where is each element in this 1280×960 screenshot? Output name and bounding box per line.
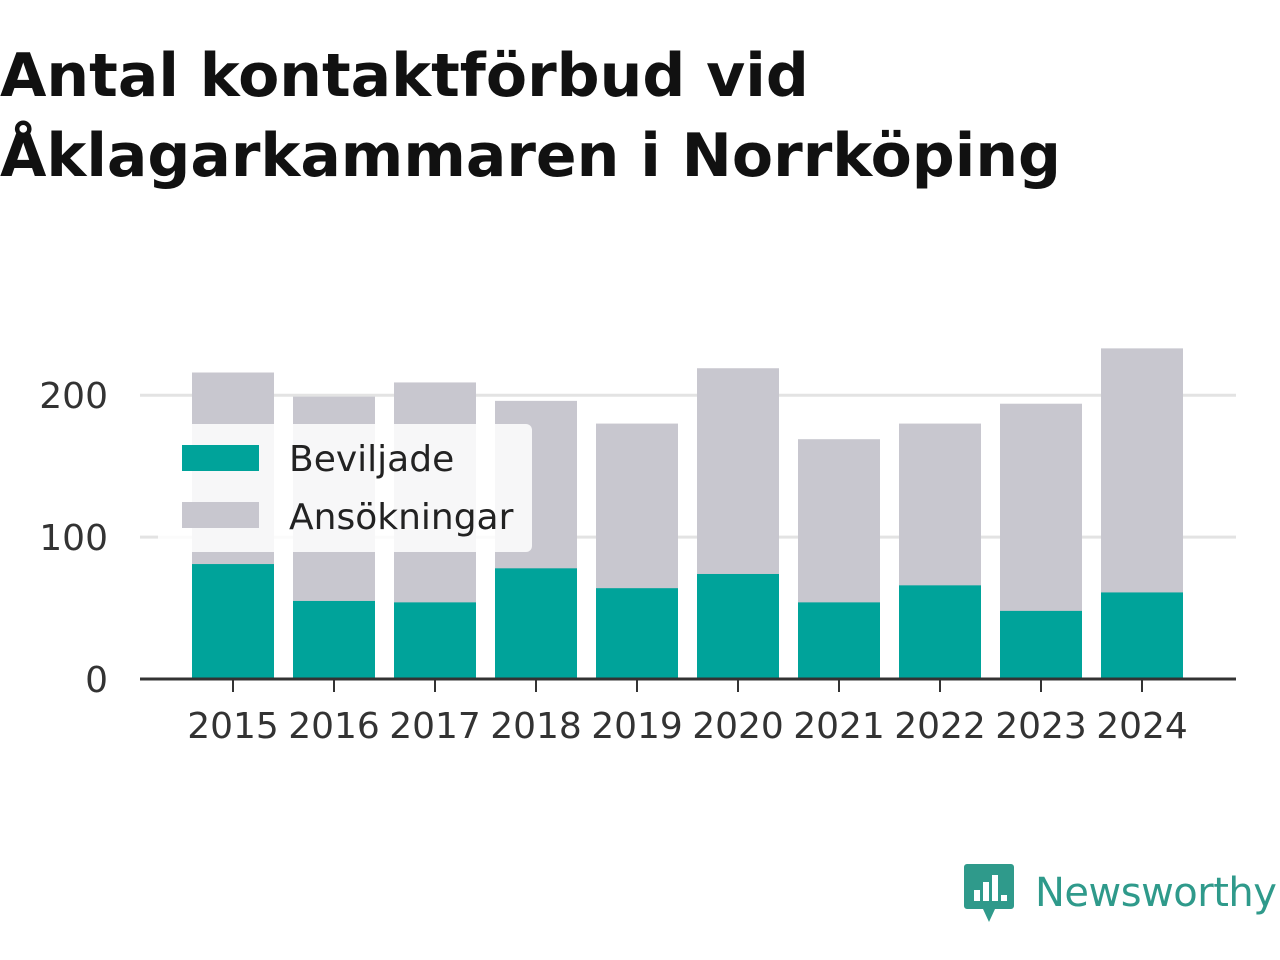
bar-beviljade-2016 [293, 600, 375, 679]
legend-label-beviljade: Beviljade [289, 439, 454, 480]
bar-beviljade-2023 [1000, 610, 1082, 679]
legend-swatch-ansokningar [182, 502, 259, 528]
beviljade-bars [192, 564, 1183, 679]
legend-label-ansokningar: Ansökningar [289, 497, 514, 538]
x-axis: 2015 2016 2017 2018 2019 2020 2021 2022 2023 2024 [140, 677, 1236, 747]
x-tick-label-2021: 2021 [793, 706, 885, 747]
x-tick-label-2022: 2022 [894, 706, 986, 747]
x-tick-label-2023: 2023 [995, 706, 1087, 747]
y-tick-label: 0 [85, 660, 108, 701]
bar-beviljade-2018 [495, 568, 577, 679]
legend: Beviljade Ansökningar [158, 424, 532, 552]
x-tick-label-2017: 2017 [389, 706, 481, 747]
x-tick-label-2019: 2019 [591, 706, 683, 747]
newsworthy-logo-icon [964, 864, 1014, 922]
chart-title: Antal kontaktförbud vid Åklagarkammaren … [0, 41, 1061, 191]
legend-swatch-beviljade [182, 445, 259, 471]
bar-beviljade-2022 [899, 585, 981, 679]
x-tick-label-2015: 2015 [187, 706, 279, 747]
bar-beviljade-2015 [192, 564, 274, 679]
x-tick-label-2024: 2024 [1096, 706, 1188, 747]
bar-beviljade-2021 [798, 602, 880, 679]
x-tick-label-2016: 2016 [288, 706, 380, 747]
x-tick-label-2020: 2020 [692, 706, 784, 747]
bar-beviljade-2017 [394, 602, 476, 679]
bar-beviljade-2020 [697, 573, 779, 679]
y-tick-label: 200 [39, 376, 108, 417]
bar-beviljade-2024 [1101, 592, 1183, 679]
x-tick-label-2018: 2018 [490, 706, 582, 747]
newsworthy-logo: Newsworthy [963, 862, 1277, 924]
y-tick-label: 100 [39, 518, 108, 559]
y-axis-ticks: 0 100 200 [39, 376, 108, 701]
bar-beviljade-2019 [596, 588, 678, 679]
newsworthy-logo-text: Newsworthy [1035, 870, 1277, 916]
